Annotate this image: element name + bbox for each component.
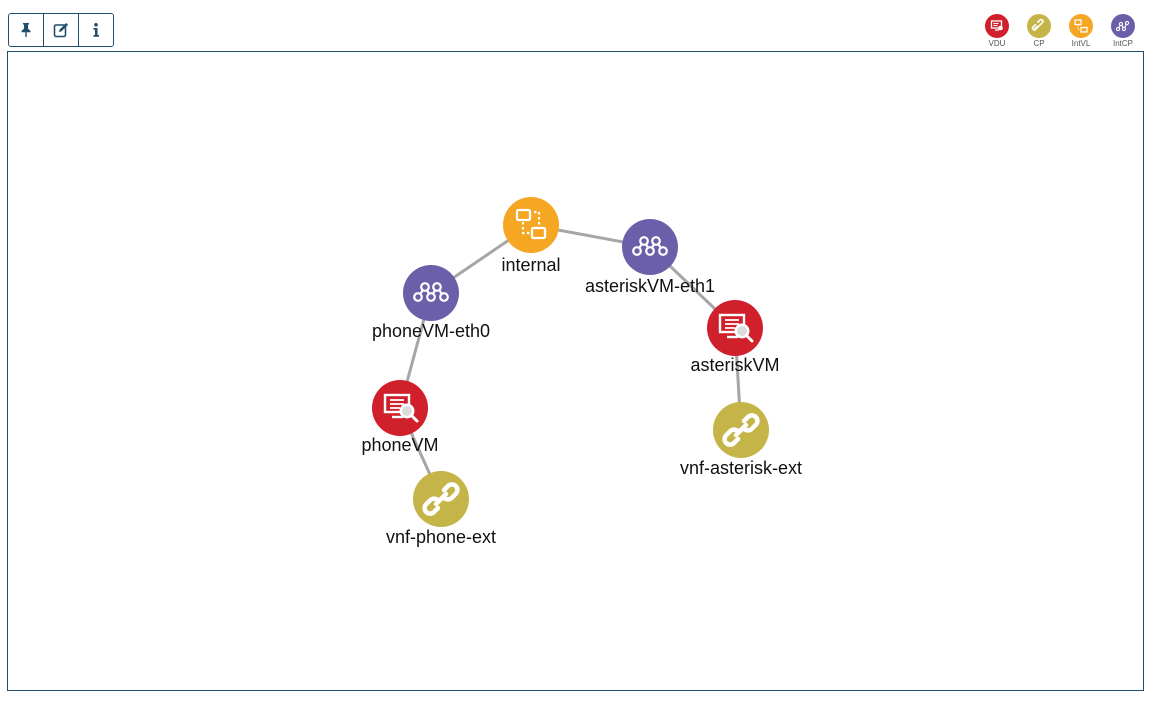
link-icon [422,482,460,516]
intcp-icon [1111,14,1135,38]
link-icon [1027,14,1051,38]
edit-button[interactable] [44,14,79,46]
node-asteriskVM-eth1[interactable]: asteriskVM-eth1 [585,219,715,296]
node-circle[interactable] [503,197,559,253]
graph-canvas[interactable]: internal asteriskVM-eth1 phoneVM-eth0 aster… [7,51,1144,691]
node-phoneVM[interactable]: phoneVM [361,380,439,455]
toolbar [8,13,114,47]
node-label: phoneVM [361,435,438,455]
link-icon [722,413,760,447]
node-vnf-asterisk-ext[interactable]: vnf-asterisk-ext [680,402,802,478]
intvl-icon [515,208,547,240]
pin-icon [21,23,31,37]
vdu-icon [985,14,1009,38]
node-vnf-phone-ext[interactable]: vnf-phone-ext [386,471,496,547]
legend-item-intcp: IntCP [1109,14,1137,48]
legend-label-cp: CP [1033,39,1045,48]
node-phoneVM-eth0[interactable]: phoneVM-eth0 [372,265,490,341]
pin-button[interactable] [9,14,44,46]
node-asteriskVM[interactable]: asteriskVM [690,300,780,375]
vdu-icon [383,393,419,423]
node-internal[interactable]: internal [501,197,561,275]
edit-icon [53,23,68,38]
node-label: asteriskVM [690,355,779,375]
legend-item-vdu: VDU [983,14,1011,48]
intvl-icon [1069,14,1093,38]
legend-item-cp: CP [1025,14,1053,48]
vdu-icon [718,313,754,343]
node-label: vnf-asterisk-ext [680,458,802,478]
legend-label-vdu: VDU [988,39,1006,48]
node-label: asteriskVM-eth1 [585,276,715,296]
node-label: vnf-phone-ext [386,527,496,547]
node-label: phoneVM-eth0 [372,321,490,341]
legend: VDU CP IntVL IntCP [983,14,1137,48]
legend-item-intvl: IntVL [1067,14,1095,48]
intcp-icon [632,236,668,256]
intcp-icon [413,282,449,302]
legend-label-intcp: IntCP [1112,39,1133,48]
graph-svg[interactable]: internal asteriskVM-eth1 phoneVM-eth0 aster… [8,52,1143,690]
legend-label-intvl: IntVL [1071,39,1091,48]
node-label: internal [501,255,560,275]
info-button[interactable] [79,14,113,46]
info-icon [93,23,99,37]
